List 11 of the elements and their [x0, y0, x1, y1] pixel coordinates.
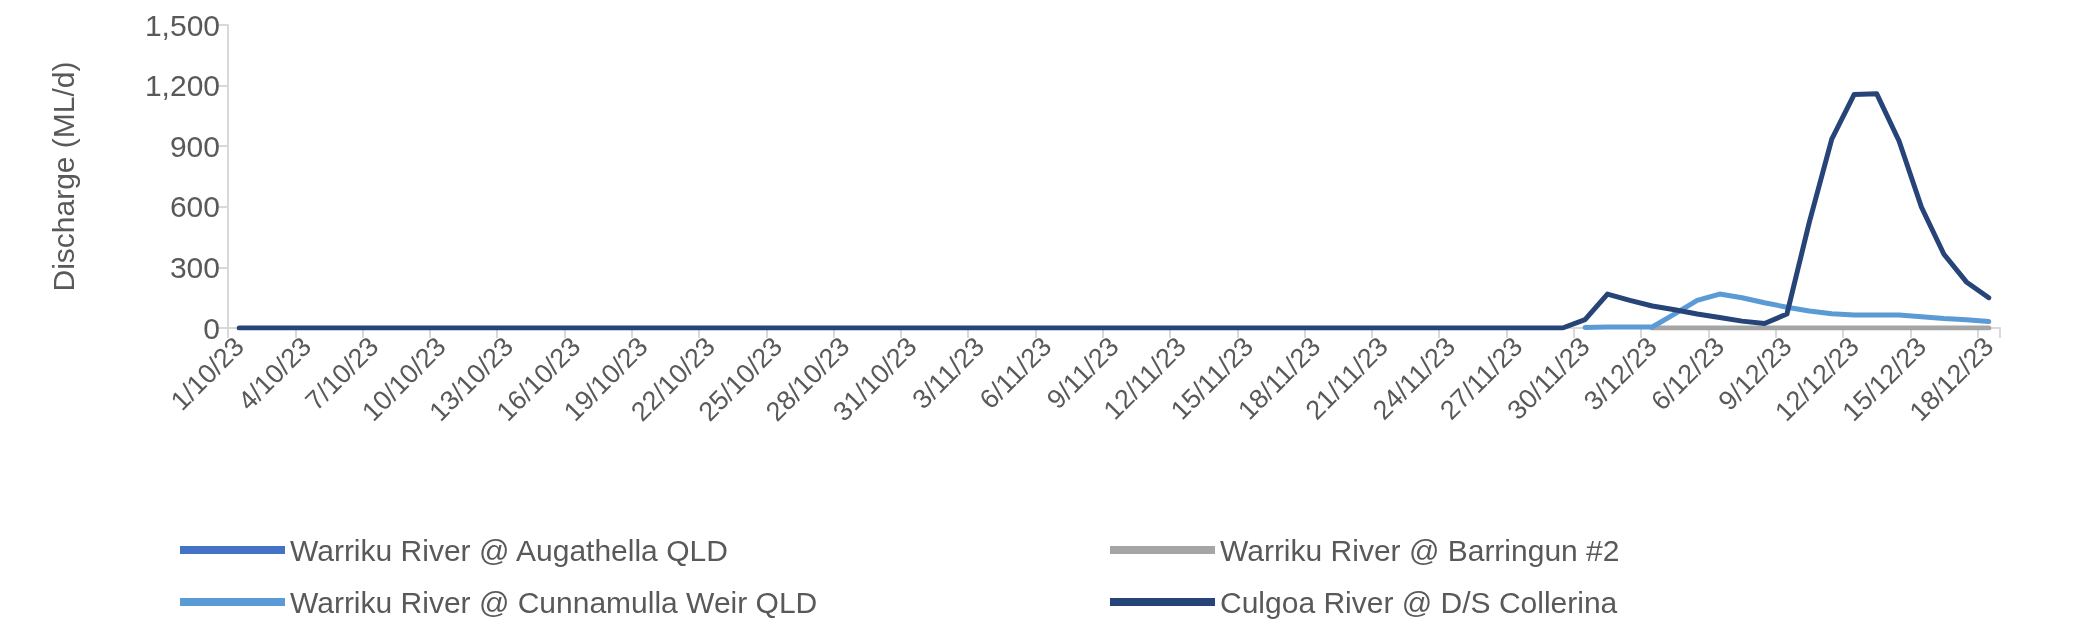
y-tick-label: 0 — [203, 311, 220, 345]
y-tick-label: 600 — [169, 190, 220, 224]
y-tick-label: 1,200 — [144, 69, 220, 103]
y-tick-label: 900 — [169, 129, 220, 163]
legend-label: Warriku River @ Cunnamulla Weir QLD — [290, 585, 818, 619]
legend-label: Culgoa River @ D/S Collerina — [1220, 585, 1618, 619]
y-axis-title: Discharge (ML/d) — [46, 61, 80, 292]
legend-label: Warriku River @ Barringun #2 — [1220, 533, 1620, 567]
legend-label: Warriku River @ Augathella QLD — [290, 533, 728, 567]
y-tick-label: 1,500 — [144, 8, 220, 42]
y-tick-label: 300 — [169, 250, 220, 284]
